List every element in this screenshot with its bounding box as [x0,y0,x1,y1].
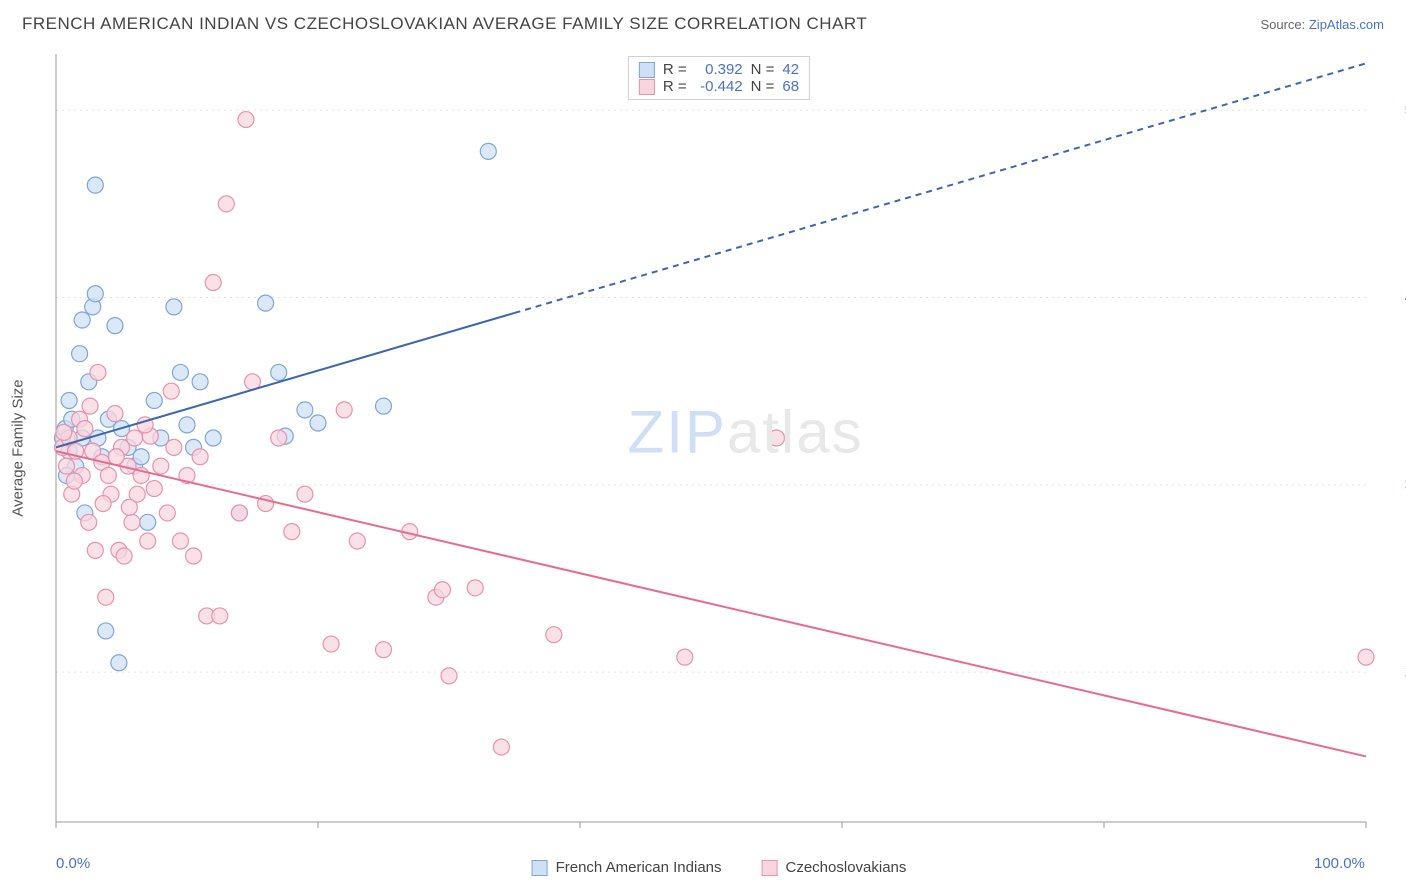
swatch-blue [639,62,655,78]
swatch-blue-2 [532,860,548,876]
x-tick-label: 100.0% [1314,855,1365,872]
legend-row-blue: R = 0.392 N = 42 [639,61,799,78]
legend-series: French American Indians Czechoslovakians [532,859,907,876]
legend-n-value-pink: 68 [782,78,799,95]
legend-n-label-2: N = [751,78,775,95]
legend-label-pink: Czechoslovakians [786,859,907,876]
legend-item-pink: Czechoslovakians [762,859,907,876]
legend-r-label-2: R = [663,78,687,95]
legend-r-value-pink: -0.442 [695,78,743,95]
source-link[interactable]: ZipAtlas.com [1309,17,1384,32]
chart-title: FRENCH AMERICAN INDIAN VS CZECHOSLOVAKIA… [22,14,867,34]
legend-r-value-blue: 0.392 [695,61,743,78]
chart-svg [54,48,1384,848]
legend-r-label: R = [663,61,687,78]
swatch-pink [639,79,655,95]
source-prefix: Source: [1260,17,1308,32]
swatch-pink-2 [762,860,778,876]
chart-header: FRENCH AMERICAN INDIAN VS CZECHOSLOVAKIA… [0,0,1406,44]
legend-row-pink: R = -0.442 N = 68 [639,78,799,95]
y-axis-title: Average Family Size [10,379,27,516]
x-tick-label: 0.0% [56,855,90,872]
chart-source: Source: ZipAtlas.com [1260,17,1384,32]
legend-item-blue: French American Indians [532,859,722,876]
chart-area: Average Family Size ZIPatlas R = 0.392 N… [54,48,1384,848]
legend-label-blue: French American Indians [556,859,722,876]
legend-n-value-blue: 42 [782,61,799,78]
legend-correlation-box: R = 0.392 N = 42 R = -0.442 N = 68 [628,56,810,100]
legend-n-label: N = [751,61,775,78]
